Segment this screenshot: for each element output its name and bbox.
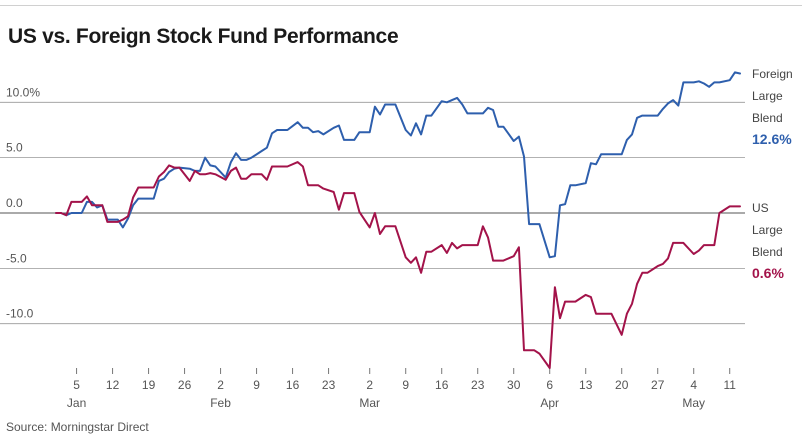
source-note: Source: Morningstar Direct bbox=[6, 420, 149, 434]
x-tick-label: 30 bbox=[507, 378, 521, 392]
x-month-label: Apr bbox=[540, 396, 559, 410]
chart-title: US vs. Foreign Stock Fund Performance bbox=[8, 25, 399, 48]
x-tick-label: 16 bbox=[435, 378, 449, 392]
legend-series-value: 12.6% bbox=[752, 131, 792, 147]
x-month-label: Mar bbox=[359, 396, 380, 410]
grid-lines bbox=[0, 101, 745, 325]
x-tick-label: 16 bbox=[286, 378, 300, 392]
legend-series-name: Foreign bbox=[752, 67, 793, 81]
x-tick-label: 2 bbox=[217, 378, 224, 392]
top-rule bbox=[0, 5, 802, 6]
y-tick-label: 0.0 bbox=[6, 196, 23, 210]
x-axis: 5 Jan 12 19 26 2 Feb 9 16 23 2 Mar 9 16 23 30 6 Apr 13 20 27… bbox=[67, 368, 736, 410]
series-lines bbox=[55, 71, 741, 369]
y-tick-label: -10.0 bbox=[6, 307, 34, 321]
x-tick-label: 20 bbox=[615, 378, 629, 392]
x-tick-label: 11 bbox=[723, 378, 736, 392]
x-tick-label: 4 bbox=[690, 378, 697, 392]
x-tick-label: 27 bbox=[651, 378, 665, 392]
x-tick-label: 9 bbox=[402, 378, 409, 392]
x-tick-label: 26 bbox=[178, 378, 192, 392]
x-tick-label: 23 bbox=[471, 378, 485, 392]
x-tick-label: 23 bbox=[322, 378, 336, 392]
legend: Foreign Large Blend 12.6% US Large Blend 0.6% bbox=[752, 67, 793, 281]
x-month-label: May bbox=[682, 396, 705, 410]
legend-series-name: Large bbox=[752, 223, 783, 237]
legend-series-name: Large bbox=[752, 89, 783, 103]
us-large-blend-line bbox=[55, 161, 741, 369]
x-tick-label: 12 bbox=[106, 378, 120, 392]
y-tick-label: 5.0 bbox=[6, 141, 23, 155]
legend-series-name: US bbox=[752, 201, 769, 215]
x-tick-label: 19 bbox=[142, 378, 156, 392]
x-tick-label: 2 bbox=[366, 378, 373, 392]
foreign-large-blend-line bbox=[55, 71, 741, 259]
y-tick-label: -5.0 bbox=[6, 251, 27, 265]
legend-series-name: Blend bbox=[752, 245, 783, 259]
x-month-label: Jan bbox=[67, 396, 86, 410]
x-tick-label: 9 bbox=[253, 378, 260, 392]
x-tick-label: 6 bbox=[546, 378, 553, 392]
y-tick-label: 10.0% bbox=[6, 85, 40, 99]
x-tick-label: 5 bbox=[73, 378, 80, 392]
y-axis: 10.0% 5.0 0.0 -5.0 -10.0 bbox=[6, 85, 40, 320]
x-tick-label: 13 bbox=[579, 378, 593, 392]
legend-series-value: 0.6% bbox=[752, 265, 784, 281]
x-month-label: Feb bbox=[210, 396, 231, 410]
legend-series-name: Blend bbox=[752, 111, 783, 125]
